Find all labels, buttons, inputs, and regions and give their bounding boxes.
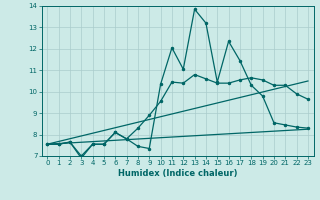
X-axis label: Humidex (Indice chaleur): Humidex (Indice chaleur): [118, 169, 237, 178]
